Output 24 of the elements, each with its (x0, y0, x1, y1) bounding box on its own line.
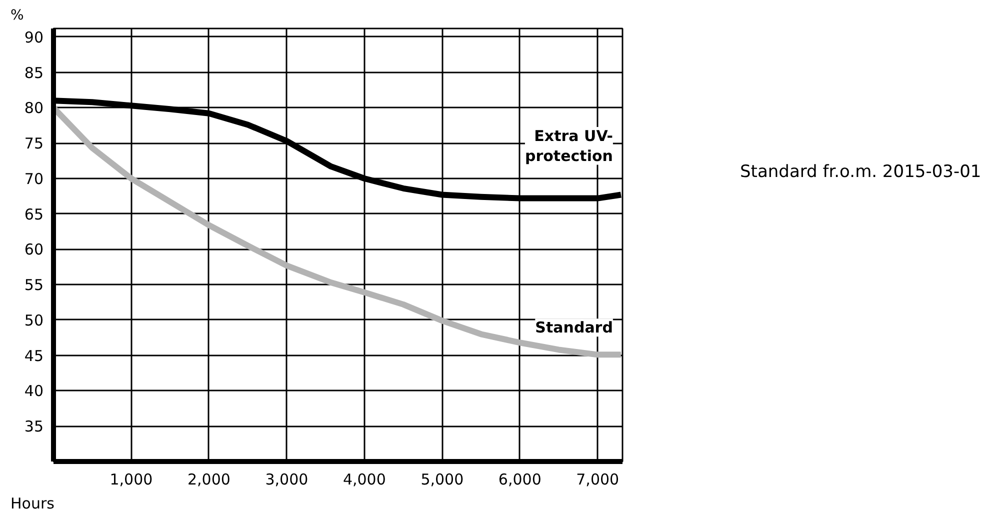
series-label: Standard (535, 318, 613, 337)
x-tick-label: 6,000 (498, 470, 542, 488)
y-tick-label: 60 (24, 240, 44, 259)
y-tick-label: 65 (24, 205, 44, 224)
y-tick-label: 90 (24, 28, 44, 46)
y-tick-label: 55 (24, 276, 44, 294)
x-tick-label: 2,000 (187, 470, 230, 488)
y-tick-label: 75 (24, 134, 44, 153)
text: Standard fr.o.m. 2015-03-01 (740, 161, 982, 184)
text: Extra UV- protection (524, 126, 613, 165)
y-tick-label: 35 (24, 418, 44, 436)
x-tick-label: 5,000 (420, 470, 464, 488)
y-tick-label: 40 (24, 382, 44, 400)
x-tick-label: 1,000 (110, 470, 153, 488)
y-tick-label: 45 (24, 346, 44, 365)
y-tick-label: 85 (24, 64, 44, 82)
y-axis-title: % (10, 8, 24, 24)
x-tick-label: 4,000 (342, 470, 386, 488)
y-tick-label: 70 (24, 170, 44, 188)
x-axis-title: Hours (10, 494, 55, 512)
y-tick-label: 80 (24, 99, 44, 118)
x-tick-label: 3,000 (265, 470, 308, 488)
y-tick-label: 50 (24, 311, 44, 330)
x-tick-label: 7,000 (576, 470, 620, 488)
